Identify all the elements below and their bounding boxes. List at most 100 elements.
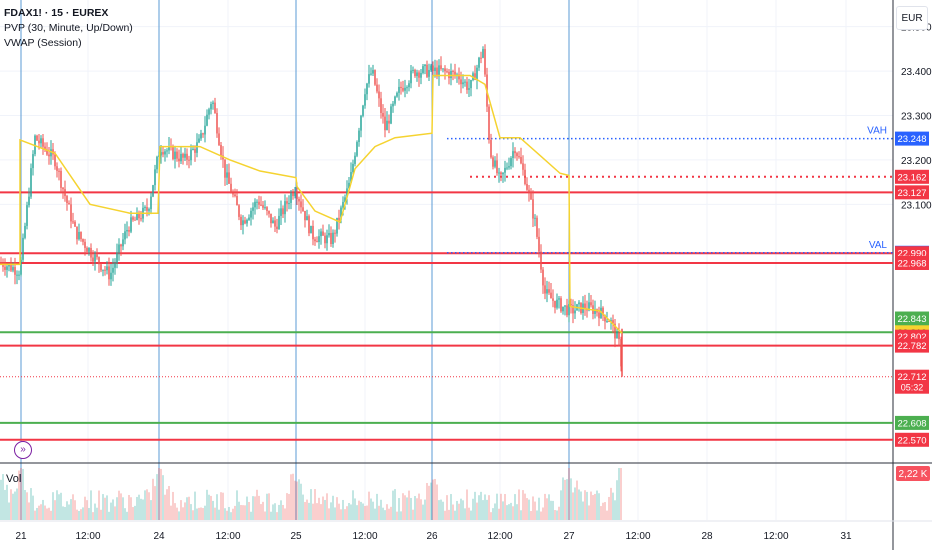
volume-bar	[218, 509, 220, 520]
candle-body	[78, 231, 80, 240]
candle-body	[288, 202, 290, 204]
volume-bar	[164, 494, 166, 520]
volume-bar	[46, 508, 48, 520]
candle-body	[256, 201, 258, 203]
volume-bar	[266, 493, 268, 520]
candle-body	[184, 153, 186, 158]
candle-body	[476, 67, 478, 80]
volume-bar	[56, 490, 58, 520]
scroll-to-realtime-icon[interactable]: »	[14, 441, 32, 459]
volume-bar	[312, 503, 314, 520]
volume-bar	[204, 505, 206, 520]
volume-bar	[304, 501, 306, 520]
volume-bar	[116, 497, 118, 520]
price-badge-text: 22.802	[897, 332, 926, 343]
candle-body	[338, 217, 340, 220]
candle-body	[444, 68, 446, 72]
volume-bar	[518, 489, 520, 520]
volume-bar	[282, 504, 284, 520]
candle-body	[194, 148, 196, 153]
volume-bar	[52, 492, 54, 520]
currency-selector[interactable]: EUR	[896, 6, 928, 30]
volume-bar	[472, 498, 474, 520]
volume-label[interactable]: Vol	[6, 473, 22, 485]
volume-bar	[178, 511, 180, 520]
candle-body	[8, 263, 10, 267]
volume-bar	[416, 498, 418, 520]
volume-bar	[468, 507, 470, 520]
volume-bar	[504, 494, 506, 520]
candle-body	[616, 332, 618, 339]
volume-bar	[122, 497, 124, 520]
volume-bar	[404, 495, 406, 520]
volume-bar	[292, 473, 294, 520]
candle-body	[588, 302, 590, 311]
price-badge	[895, 255, 929, 270]
volume-bar	[492, 508, 494, 520]
candle-body	[462, 82, 464, 85]
volume-bar	[174, 503, 176, 520]
volume-bar	[316, 503, 318, 520]
time-tick-label: 24	[153, 531, 165, 542]
volume-bar	[16, 488, 18, 520]
volume-bar	[314, 489, 316, 520]
volume-bar	[268, 493, 270, 520]
volume-bar	[60, 492, 62, 520]
indicator-vwap-label[interactable]: VWAP (Session)	[4, 37, 82, 49]
price-tick-label: 23.300	[901, 112, 932, 123]
price-badge-text: 22.990	[897, 249, 926, 260]
volume-bar	[232, 508, 234, 520]
candle-body	[60, 170, 62, 188]
volume-bar	[190, 504, 192, 520]
candle-body	[468, 88, 470, 90]
volume-bar	[224, 508, 226, 520]
volume-bar	[436, 484, 438, 520]
volume-bar	[360, 501, 362, 520]
volume-bar	[590, 491, 592, 520]
volume-bar	[50, 510, 52, 520]
volume-bar	[464, 508, 466, 520]
candle-body	[260, 204, 262, 206]
volume-bar	[208, 494, 210, 520]
candle-body	[522, 163, 524, 170]
volume-badge	[896, 466, 930, 481]
candle-body	[424, 64, 426, 67]
volume-bar	[114, 506, 116, 520]
candle-body	[118, 244, 120, 253]
candle-body	[18, 274, 20, 276]
indicator-pvp-label[interactable]: PVP (30, Minute, Up/Down)	[4, 22, 133, 34]
volume-bar	[12, 493, 14, 520]
candle-body	[488, 106, 490, 140]
symbol-title[interactable]: FDAX1! · 15 · EUREX	[4, 7, 109, 19]
candle-body	[440, 65, 442, 69]
volume-bar	[230, 512, 232, 520]
candle-body	[280, 208, 282, 216]
volume-bar	[414, 496, 416, 520]
candle-body	[614, 323, 616, 339]
volume-bar	[212, 500, 214, 520]
candle-body	[570, 303, 572, 306]
candle-body	[172, 146, 174, 160]
volume-bar	[42, 499, 44, 520]
volume-bar	[84, 496, 86, 520]
candle-body	[320, 231, 322, 237]
volume-bar	[500, 493, 502, 520]
candle-body	[120, 244, 122, 247]
time-tick-label: 21	[15, 531, 27, 542]
volume-bar	[112, 499, 114, 520]
volume-badge-text: 2,22 K	[899, 469, 928, 480]
volume-bar	[356, 505, 358, 520]
volume-bar	[308, 502, 310, 520]
volume-bar	[238, 501, 240, 520]
volume-bar	[426, 483, 428, 520]
volume-bar	[440, 499, 442, 520]
volume-bar	[92, 512, 94, 520]
volume-bar	[124, 508, 126, 520]
candle-body	[90, 248, 92, 258]
volume-bar	[522, 490, 524, 520]
candle-body	[428, 70, 430, 77]
candle-body	[294, 192, 296, 197]
volume-bar	[176, 507, 178, 520]
volume-bar	[396, 511, 398, 520]
